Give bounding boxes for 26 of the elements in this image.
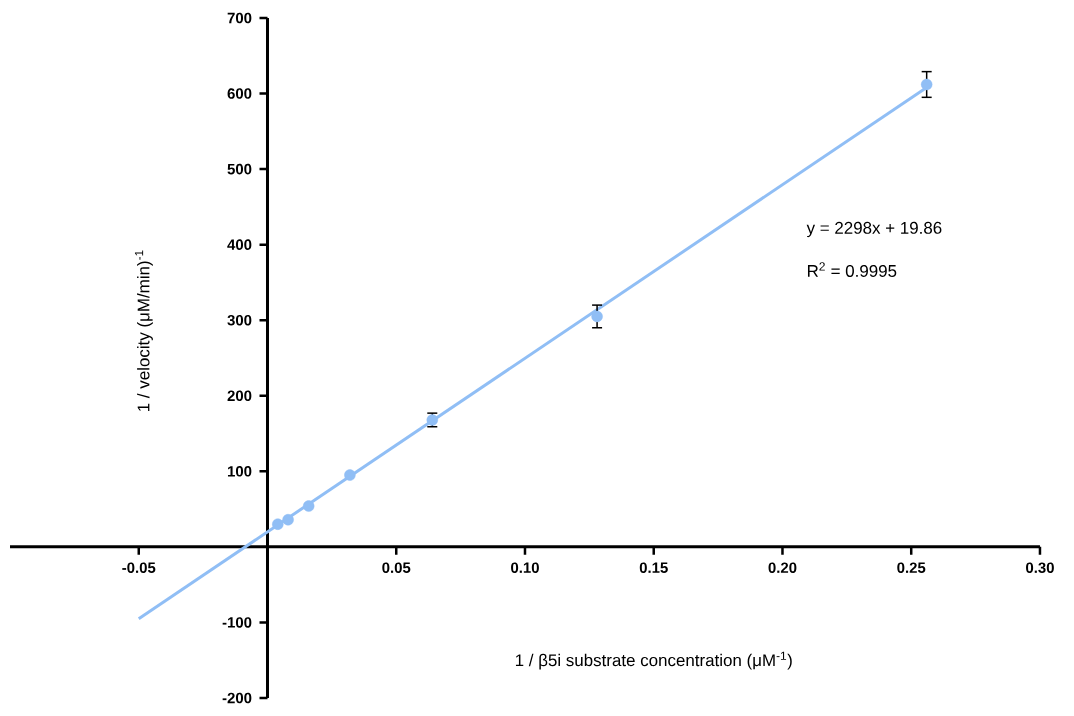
point — [282, 513, 294, 526]
annotation: R$^{2}$ = 0.9995 — [807, 262, 897, 277]
x-tick-label: 0.25 — [897, 562, 926, 573]
y-axis-title: 1 / velocity (μM/min)$^{-1}$ — [134, 250, 153, 411]
y-tick-label: 100 — [227, 466, 252, 477]
x-tick-label: -0.05 — [122, 562, 156, 573]
y-tick-label: 500 — [227, 163, 252, 175]
y-tick-label: 300 — [227, 314, 252, 326]
y-tick-label: -200 — [222, 692, 252, 704]
x-axis-title: 1 / β5i substrate concentration (μM$^{-1}$) — [515, 651, 792, 670]
x-tick-label: 0.10 — [511, 562, 539, 573]
x-tick-label: 0.15 — [639, 562, 668, 573]
x-tick-label: 0.20 — [768, 562, 797, 573]
point — [920, 78, 933, 91]
point — [303, 500, 315, 512]
x-tick-label: 0.30 — [1026, 562, 1054, 573]
annotation: y = 2298x + 19.86 — [806, 221, 942, 238]
y-tick-label: 200 — [227, 390, 252, 402]
y-tick-label: 400 — [227, 239, 252, 250]
point — [272, 518, 284, 530]
x-tick-label: 0.05 — [382, 562, 411, 573]
y-tick-label: 700 — [227, 12, 252, 24]
point — [344, 469, 356, 481]
y-tick-label: 600 — [227, 88, 252, 99]
point — [591, 310, 603, 323]
y-tick-label: -100 — [222, 617, 252, 628]
